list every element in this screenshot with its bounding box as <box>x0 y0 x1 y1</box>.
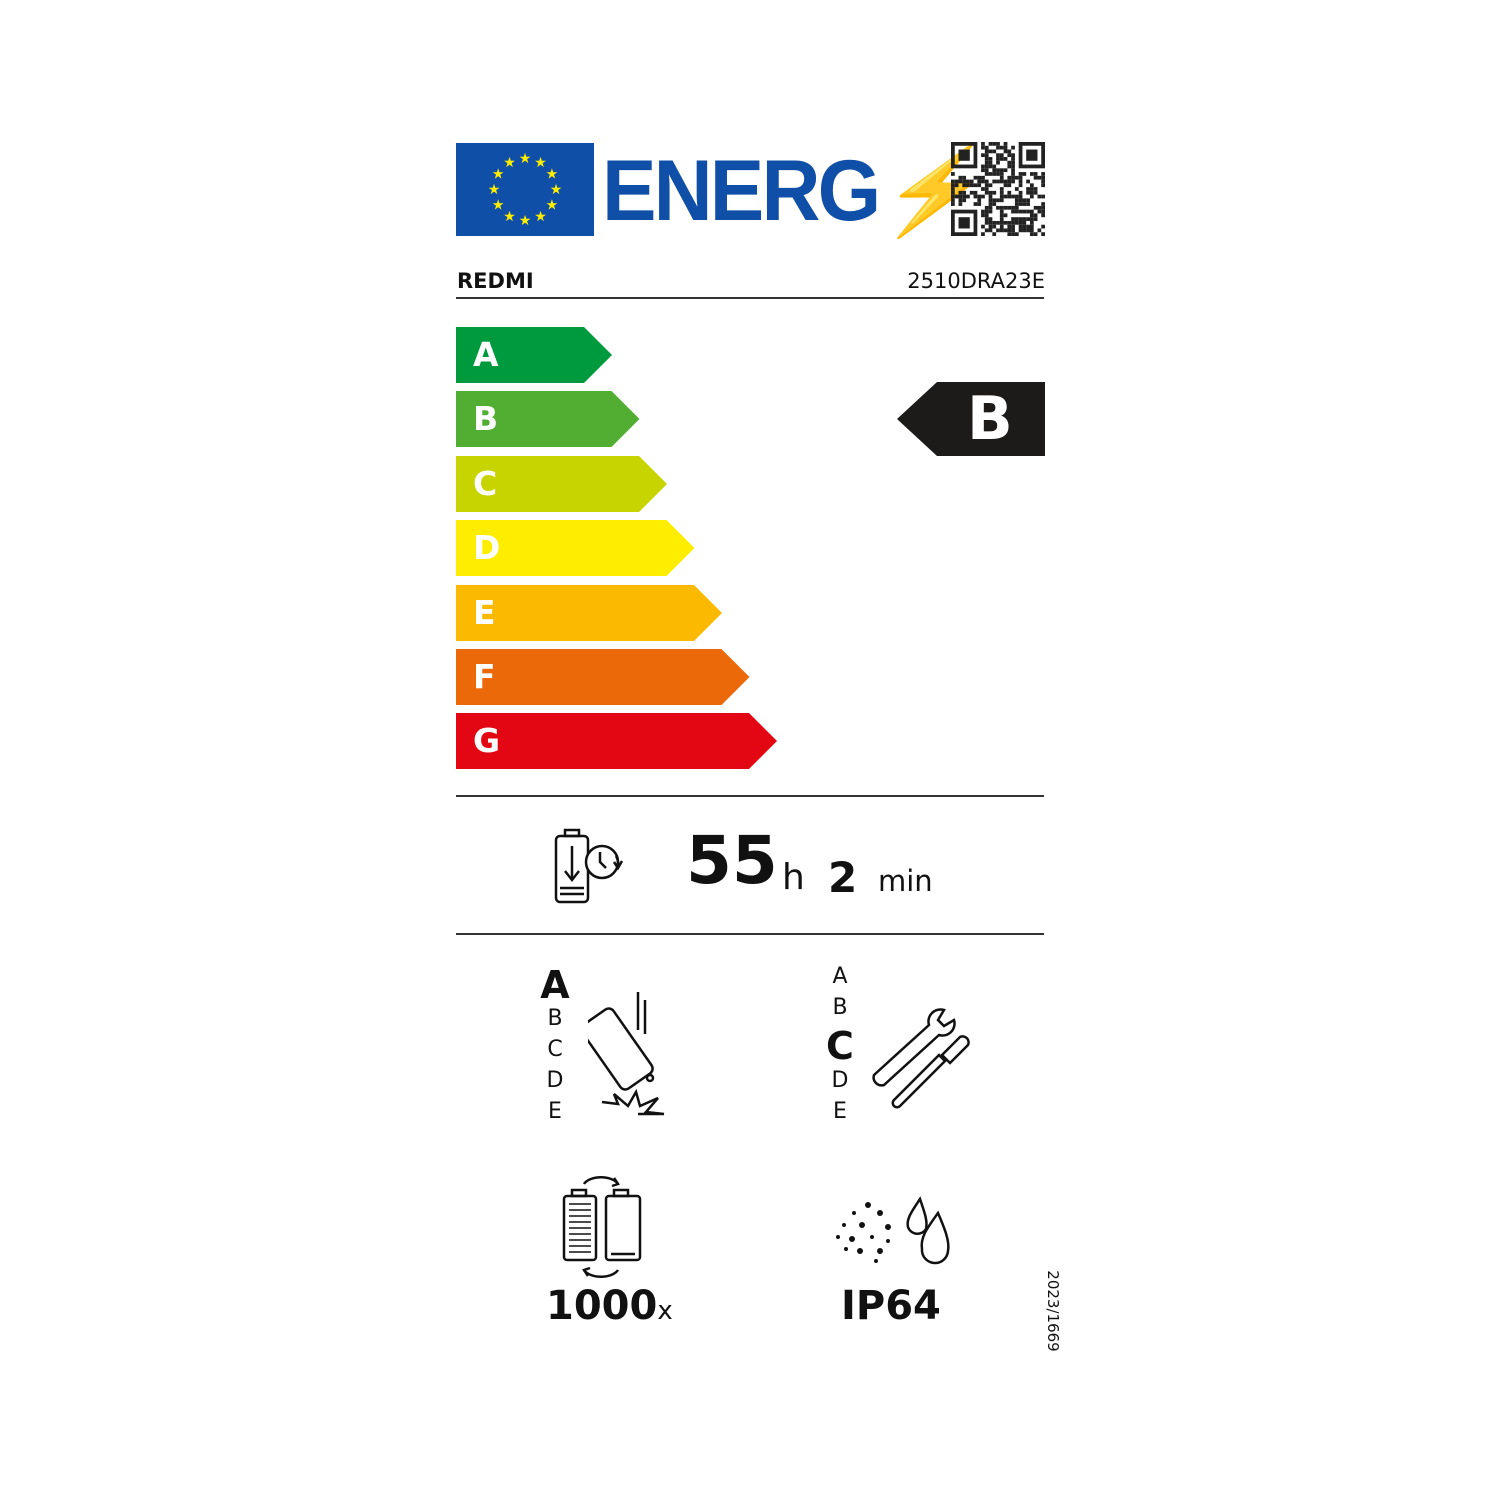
energy-class-letter: C <box>473 463 498 503</box>
energy-class-letter: F <box>473 657 496 696</box>
svg-text:★: ★ <box>492 198 505 214</box>
drop_resistance-class-e: E <box>548 1099 562 1124</box>
svg-text:★: ★ <box>492 167 505 183</box>
drop_resistance-class-a: A <box>540 963 570 1007</box>
minutes-unit: min <box>878 864 933 898</box>
hours-unit: h <box>782 857 805 898</box>
divider <box>456 297 1044 299</box>
energy-class-bar-c: C <box>456 455 667 512</box>
drop_resistance-class-b: B <box>547 1006 563 1031</box>
svg-text:★: ★ <box>488 182 501 198</box>
energy-class-letter: G <box>473 721 501 761</box>
dust-water-icon <box>836 1196 950 1265</box>
ip-rating: IP64 <box>841 1283 941 1329</box>
qr-code[interactable] <box>951 142 1045 236</box>
svg-text:★: ★ <box>534 155 547 171</box>
divider <box>456 933 1044 935</box>
energy-class-indicator: B <box>897 382 1045 456</box>
endurance-hours: 55 <box>686 822 778 899</box>
svg-text:★: ★ <box>503 155 516 171</box>
svg-text:★: ★ <box>546 198 559 214</box>
energy-class-bar-e: E <box>456 584 722 641</box>
divider <box>456 795 1044 797</box>
battery-cycles-icon <box>562 1176 642 1278</box>
energy-logo: ENERG⚡ <box>602 143 980 239</box>
regulation-number: 2023/1669 <box>1044 1270 1062 1352</box>
repairability-class-a: A <box>832 964 848 989</box>
svg-text:★: ★ <box>546 167 559 183</box>
drop_resistance-class-c: C <box>547 1037 563 1062</box>
energy-class-bar-d: D <box>456 520 695 577</box>
energy-class-bar-f: F <box>456 649 750 705</box>
repair-tools-icon <box>872 1008 970 1109</box>
indicator-arrow <box>897 382 1045 456</box>
energy-class-letter: B <box>473 399 499 439</box>
energy-class-bar-g: G <box>456 713 777 770</box>
energy-class-bar-a: A <box>456 327 612 383</box>
brand-name: REDMI <box>457 269 534 293</box>
energy-class-rating: B <box>967 384 1013 454</box>
energy-class-bar-b: B <box>456 391 640 448</box>
model-identifier: 2510DRA23E <box>907 269 1045 293</box>
battery-cycles-value: 1000x <box>546 1283 673 1329</box>
battery-endurance-icon <box>554 828 624 904</box>
repairability-class-e: E <box>833 1099 847 1124</box>
eu-flag-logo: ★ ★ ★ ★ ★ ★ ★ ★ ★ ★ ★ ★ <box>456 143 594 236</box>
drop-phone-icon <box>588 992 665 1116</box>
svg-text:★: ★ <box>519 213 532 229</box>
endurance-minutes: 2 <box>828 853 858 902</box>
drop_resistance-class-d: D <box>546 1068 564 1093</box>
repairability-class-b: B <box>832 995 848 1020</box>
svg-text:★: ★ <box>534 209 547 225</box>
energy-class-letter: E <box>473 592 496 632</box>
repairability-class-c: C <box>826 1024 854 1068</box>
repairability-class-d: D <box>831 1068 849 1093</box>
energy-class-letter: D <box>473 528 501 568</box>
energy-class-letter: A <box>473 335 499 374</box>
svg-text:★: ★ <box>503 209 516 225</box>
svg-text:★: ★ <box>519 151 532 167</box>
svg-text:★: ★ <box>550 182 563 198</box>
